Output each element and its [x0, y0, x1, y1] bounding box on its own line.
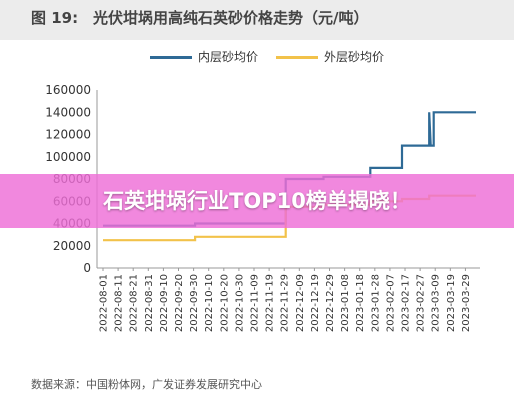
x-tick-label: 2022-10-10 — [204, 274, 215, 332]
y-tick-label: 140000 — [45, 105, 91, 119]
x-tick-label: 2022-12-09 — [295, 274, 306, 332]
x-tick-label: 2023-03-09 — [431, 274, 442, 332]
x-tick-label: 2022-09-20 — [174, 274, 185, 332]
x-tick-label: 2023-02-27 — [416, 274, 427, 332]
x-tick-label: 2023-03-19 — [446, 274, 457, 332]
headline-text: 石英坩埚行业TOP10榜单揭晓！ — [103, 189, 411, 213]
figure-title: 光伏坩埚用高纯石英砂价格走势（元/吨） — [93, 9, 369, 27]
x-tick-label: 2022-08-11 — [114, 274, 125, 332]
legend-item-inner-sand: 内层砂均价 — [150, 48, 258, 65]
x-tick-label: 2022-12-19 — [310, 274, 321, 332]
x-tick-label: 2022-09-30 — [189, 274, 200, 332]
figure-label: 图 19: — [31, 9, 79, 27]
x-tick-label: 2023-02-17 — [401, 274, 412, 332]
legend-swatch-inner-sand — [150, 56, 192, 59]
x-tick-label: 2022-11-29 — [280, 274, 291, 332]
x-tick-label: 2023-01-18 — [355, 274, 366, 332]
headline-banner — [0, 174, 514, 228]
y-tick-label: 20000 — [53, 239, 91, 253]
y-tick-label: 100000 — [45, 150, 91, 164]
y-tick-label: 0 — [83, 261, 91, 275]
legend-swatch-outer-sand — [276, 56, 318, 59]
legend-label-inner-sand: 内层砂均价 — [198, 50, 259, 64]
x-tick-label: 2022-10-30 — [234, 274, 245, 332]
x-tick-label: 2022-08-21 — [129, 274, 140, 332]
x-tick-label: 2023-01-28 — [370, 274, 381, 332]
x-tick-label: 2022-10-20 — [219, 274, 230, 332]
x-tick-label: 2022-11-19 — [265, 274, 276, 332]
x-tick-label: 2023-02-07 — [385, 274, 396, 332]
x-tick-label: 2023-01-08 — [340, 274, 351, 332]
x-tick-label: 2022-08-01 — [99, 274, 110, 332]
x-tick-label: 2023-03-29 — [461, 274, 472, 332]
figure-source: 数据来源：中国粉体网，广发证券发展研究中心 — [31, 378, 262, 391]
legend-item-outer-sand: 外层砂均价 — [276, 48, 384, 65]
figure-header: 图 19: 光伏坩埚用高纯石英砂价格走势（元/吨） — [0, 0, 514, 40]
x-tick-label: 2022-08-31 — [144, 274, 155, 332]
legend-label-outer-sand: 外层砂均价 — [324, 50, 385, 64]
y-tick-label: 160000 — [45, 83, 91, 97]
x-tick-label: 2022-11-09 — [250, 274, 261, 332]
x-tick-label: 2022-09-10 — [159, 274, 170, 332]
x-axis-ticks: 2022-08-01 2022-08-11 2022-08-21 2022-08-31… — [99, 268, 472, 332]
y-tick-label: 120000 — [45, 128, 91, 142]
x-tick-label: 2022-12-29 — [325, 274, 336, 332]
